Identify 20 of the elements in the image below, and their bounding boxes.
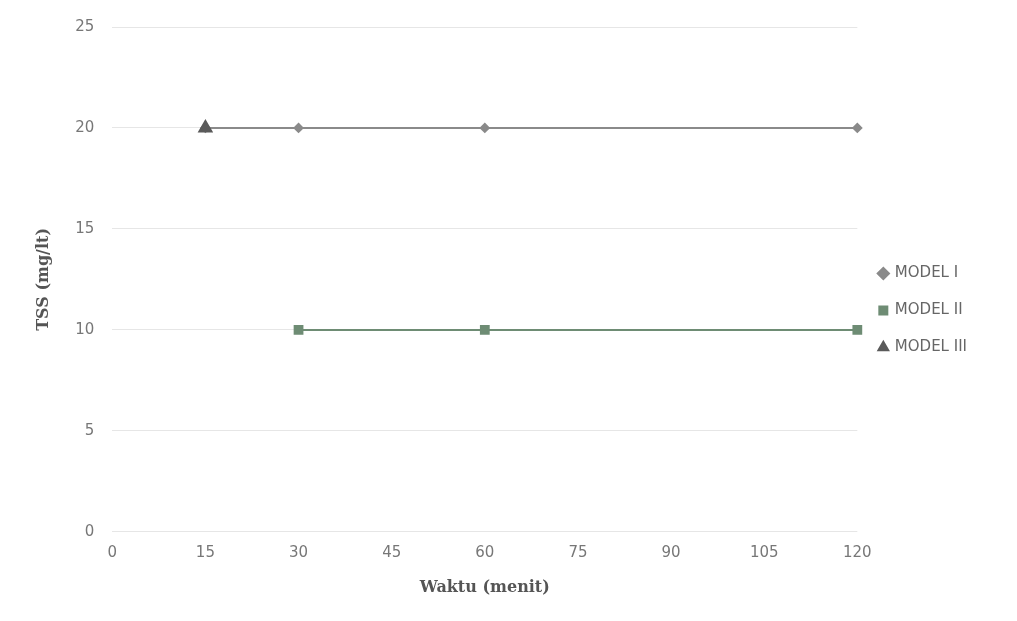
x-axis-title: Waktu (menit)	[418, 576, 550, 596]
y-tick-label: 10	[75, 319, 95, 338]
x-tick-label: 105	[749, 542, 779, 561]
y-axis-title: TSS (mg/lt)	[32, 227, 52, 331]
x-tick-label: 120	[843, 542, 872, 561]
legend-label: MODEL III	[894, 337, 968, 356]
y-tick-label: 5	[84, 420, 95, 439]
y-tick-label: 20	[75, 117, 95, 136]
x-tick-label: 30	[289, 542, 309, 561]
x-tick-label: 45	[382, 542, 402, 561]
y-tick-label: 25	[75, 16, 95, 35]
legend-label: MODEL II	[894, 300, 963, 319]
y-tick-label: 0	[84, 521, 95, 540]
x-tick-label: 15	[195, 542, 215, 561]
x-tick-label: 60	[475, 542, 495, 561]
x-tick-label: 0	[107, 542, 118, 561]
y-tick-label: 15	[75, 218, 95, 237]
x-tick-label: 90	[661, 542, 681, 561]
x-tick-label: 75	[568, 542, 588, 561]
legend-label: MODEL I	[894, 263, 959, 282]
